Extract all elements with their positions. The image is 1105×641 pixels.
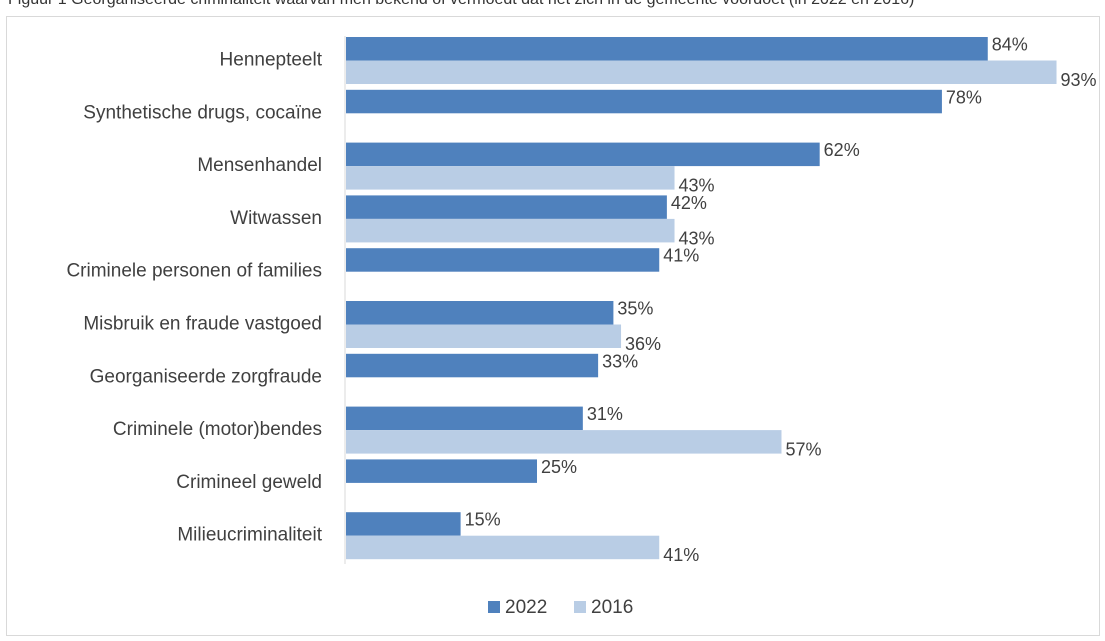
legend-swatch-2016 [574,601,586,613]
bar-2022 [346,248,660,272]
bar-2022 [346,353,599,378]
category-label: Criminele (motor)bendes [113,419,322,440]
bar-2016 [346,218,675,243]
category-label: Mensenhandel [197,155,322,176]
category-label: Witwassen [230,208,322,229]
legend-swatch-2022 [488,601,500,613]
data-label-2022: 31% [587,404,623,424]
chart-frame [6,16,1100,636]
category-label: Synthetische drugs, cocaïne [83,102,322,123]
data-label-2016: 41% [663,545,699,565]
data-label-2016: 43% [679,176,715,196]
category-label: Criminele personen of families [66,261,322,282]
bar-2022 [346,142,820,167]
category-label: Georganiseerde zorgfraude [90,366,322,387]
data-label-2016: 93% [1061,70,1097,90]
bar-2022 [346,459,537,483]
data-label-2022: 35% [617,299,653,319]
data-label-2022: 41% [663,246,699,266]
data-label-2022: 33% [602,351,638,371]
category-label: Milieucriminaliteit [177,525,322,546]
data-label-2022: 42% [671,193,707,213]
labels-layer: Hennepteelt 84% 93% Synthetische drugs, coc… [66,35,1096,566]
bar-2022 [346,512,461,536]
data-label-2022: 25% [541,457,577,477]
bar-2016 [346,535,660,560]
legend-label-2022: 2022 [505,597,547,618]
legend: 2022 2016 [488,597,633,618]
data-label-2022: 78% [946,87,982,107]
data-label-2016: 57% [785,440,821,460]
figure-caption: Figuur 1 Georganiseerde criminaliteit wa… [8,0,1098,8]
bar-2022 [346,301,614,325]
category-label: Crimineel geweld [176,472,322,493]
bar-2016 [346,324,622,348]
bar-2022 [346,37,988,61]
category-label: Hennepteelt [220,50,323,71]
bar-2016 [346,60,1057,84]
data-label-2022: 15% [465,510,501,530]
bar-2022 [346,406,583,431]
data-label-2022: 84% [992,35,1028,55]
category-label: Misbruik en fraude vastgoed [83,314,322,335]
bars-layer [346,37,1057,560]
bar-2016 [346,166,675,190]
bar-2022 [346,195,667,219]
legend-label-2016: 2016 [591,597,633,618]
data-label-2016: 36% [625,334,661,354]
data-label-2016: 43% [679,228,715,248]
bar-2022 [346,89,942,114]
data-label-2022: 62% [824,140,860,160]
bar-2016 [346,430,782,454]
